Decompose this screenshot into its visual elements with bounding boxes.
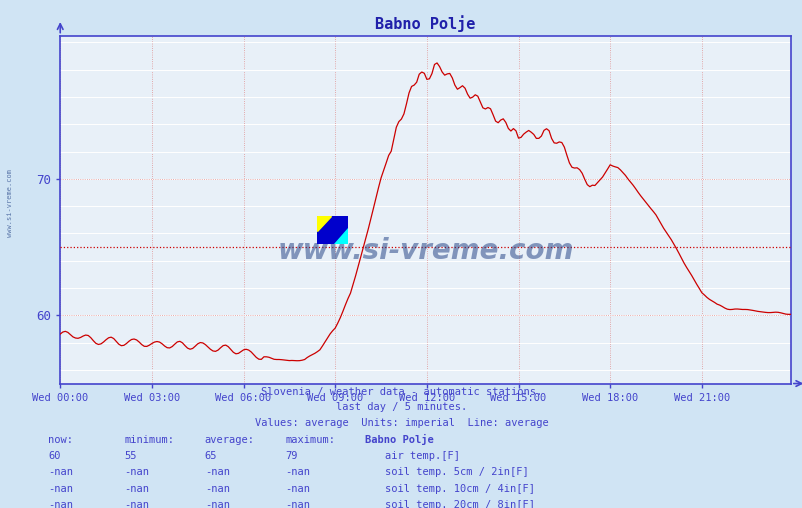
Text: www.si-vreme.com: www.si-vreme.com <box>7 169 14 237</box>
Text: soil temp. 10cm / 4in[F]: soil temp. 10cm / 4in[F] <box>385 484 535 494</box>
Text: -nan: -nan <box>285 500 310 508</box>
Text: -nan: -nan <box>205 484 229 494</box>
Text: average:: average: <box>205 435 254 445</box>
Polygon shape <box>317 216 347 244</box>
Text: -nan: -nan <box>285 484 310 494</box>
Text: minimum:: minimum: <box>124 435 174 445</box>
Text: -nan: -nan <box>205 500 229 508</box>
Text: Babno Polje: Babno Polje <box>365 434 434 445</box>
Text: 65: 65 <box>205 451 217 461</box>
Text: -nan: -nan <box>124 500 149 508</box>
Text: Values: average  Units: imperial  Line: average: Values: average Units: imperial Line: av… <box>254 418 548 428</box>
Text: -nan: -nan <box>205 467 229 478</box>
Text: Slovenia / weather data - automatic stations.: Slovenia / weather data - automatic stat… <box>261 387 541 397</box>
Text: 55: 55 <box>124 451 137 461</box>
Title: Babno Polje: Babno Polje <box>375 15 475 31</box>
Text: -nan: -nan <box>48 467 73 478</box>
Text: www.si-vreme.com: www.si-vreme.com <box>277 237 573 265</box>
Polygon shape <box>317 216 330 231</box>
Text: maximum:: maximum: <box>285 435 334 445</box>
Text: -nan: -nan <box>48 500 73 508</box>
Text: 79: 79 <box>285 451 298 461</box>
Text: 60: 60 <box>48 451 61 461</box>
Text: -nan: -nan <box>124 484 149 494</box>
Text: -nan: -nan <box>285 467 310 478</box>
Text: now:: now: <box>48 435 73 445</box>
Text: -nan: -nan <box>48 484 73 494</box>
Text: air temp.[F]: air temp.[F] <box>385 451 460 461</box>
Text: soil temp. 20cm / 8in[F]: soil temp. 20cm / 8in[F] <box>385 500 535 508</box>
Polygon shape <box>334 229 347 244</box>
Text: last day / 5 minutes.: last day / 5 minutes. <box>335 402 467 412</box>
Text: soil temp. 5cm / 2in[F]: soil temp. 5cm / 2in[F] <box>385 467 529 478</box>
Text: -nan: -nan <box>124 467 149 478</box>
